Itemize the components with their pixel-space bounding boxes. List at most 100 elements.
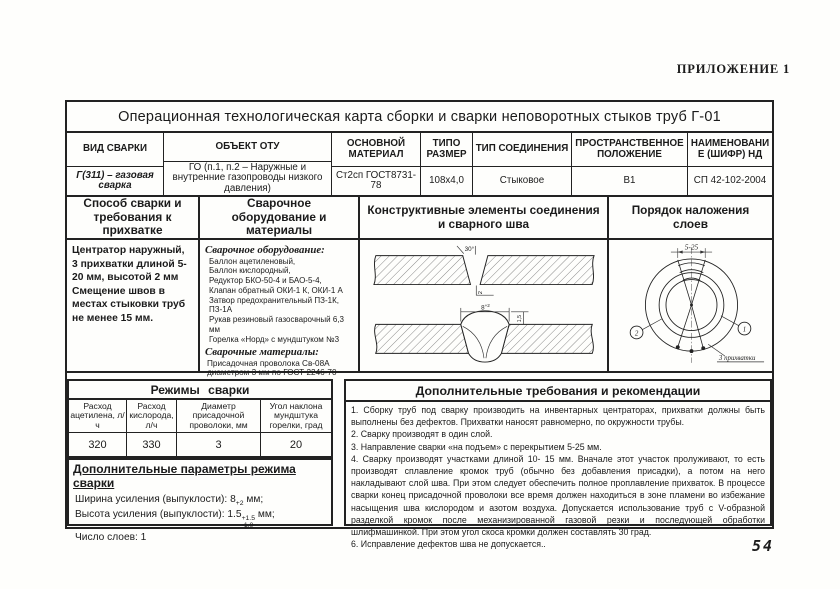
requirement-item: 3. Направление сварки «на подъем» с пере… <box>351 441 602 452</box>
sequence-1-label: 1 <box>742 326 745 333</box>
bead-width-label: 8+2 <box>481 303 490 311</box>
sequence-2-label: 2 <box>634 330 638 337</box>
joint-header: Конструктивные элементы соединения и сва… <box>360 197 607 240</box>
param-tolerance: +1.5 -1.0 <box>241 515 255 529</box>
equipment-list: Сварочное оборудование: Баллон ацетилено… <box>200 240 358 382</box>
equipment-heading: Сварочное оборудование: <box>205 243 325 256</box>
modes-col-header: Расход кислорода, л/ч <box>127 400 176 433</box>
layer-order-diagram: 5-25 1 2 3 прихватки <box>629 243 764 363</box>
col-object: ОБЪЕКТ ОТУ ГО (п.1, п.2 – Наружные и вну… <box>164 133 332 195</box>
col-value: Ст2сп ГОСТ8731-78 <box>335 169 417 191</box>
right-pipe-wall <box>479 254 595 285</box>
col-size: ТИПО РАЗМЕР 108х4,0 <box>421 133 473 195</box>
modes-col-value: 330 <box>142 438 161 451</box>
method-header: Способ сварки и требования к прихватке <box>67 197 198 240</box>
col-header: ОБЪЕКТ ОТУ <box>164 133 331 162</box>
joint-column: Конструктивные элементы соединения и сва… <box>360 197 609 371</box>
modes-col-value: 20 <box>289 438 303 451</box>
modes-col-header: Расход ацетилена, л/ч <box>69 400 126 433</box>
requirement-item: 2. Сварку производят в один слой. <box>351 429 493 440</box>
modes-title: Режимы сварки <box>69 381 331 400</box>
card-title: Операционная технологическая карта сборк… <box>67 102 772 133</box>
modes-col-value: 320 <box>88 438 107 451</box>
tack-dot <box>689 349 693 354</box>
joint-drawings: 30° 2 <box>360 240 607 371</box>
equipment-item: Баллон ацетиленовый, <box>209 256 296 266</box>
col-header: ВИД СВАРКИ <box>67 133 163 167</box>
weld-bead <box>459 310 510 363</box>
requirements-box: Дополнительные требования и рекомендации… <box>344 379 772 549</box>
modes-grid: Расход ацетилена, л/ч 320 Расход кислоро… <box>69 400 331 456</box>
param-unit: мм; <box>243 493 264 505</box>
col-header: ТИПО РАЗМЕР <box>421 133 472 167</box>
modes-col-wire-diameter: Диаметр присадочной проволоки, мм 3 <box>177 400 261 456</box>
bevel-angle-label: 30° <box>464 244 474 252</box>
col-value: СП 42-102-2004 <box>693 174 767 186</box>
root-gap-label: 2 <box>478 291 484 294</box>
param-tolerance: +2 <box>235 499 244 507</box>
col-value: В1 <box>623 174 636 186</box>
col-base-material: ОСНОВНОЙ МАТЕРИАЛ Ст2сп ГОСТ8731-78 <box>332 133 421 195</box>
extra-param-line: Высота усиления (выпуклости): 1.5 +1.5 -1.… <box>69 507 331 529</box>
tacks-label: 3 прихватки <box>717 355 755 362</box>
pipe-outer-circle <box>658 272 724 338</box>
sequence-balloon-2 <box>629 325 643 340</box>
equipment-item: Рукав резиновый газосварочный 6,3 мм <box>209 315 344 335</box>
bottom-section: Режимы сварки Расход ацетилена, л/ч 320 … <box>67 377 772 549</box>
appendix-label: ПРИЛОЖЕНИЕ 1 <box>676 62 790 76</box>
materials-item: Присадочная проволока Св-08А диаметром 3… <box>207 358 337 378</box>
requirements-list: 1. Сборку труб под сварку производить на… <box>346 402 770 550</box>
extra-params-title: Дополнительные параметры режима сварки <box>73 462 296 490</box>
col-joint-type: ТИП СОЕДИНЕНИЯ Стыковое <box>473 133 572 195</box>
bead-height-label: 1,5 <box>517 315 523 322</box>
method-text: Центратор наружный, 3 прихватки длиной 5… <box>72 245 187 324</box>
extra-param-line: Ширина усиления (выпуклости): 8 +2 мм; <box>69 491 331 507</box>
header-table: ВИД СВАРКИ Г(311) – газовая сварка ОБЪЕК… <box>67 133 772 197</box>
equipment-header: Сварочное оборудование и материалы <box>200 196 358 240</box>
col-value: Стыковое <box>499 174 545 186</box>
requirement-item: 6. Исправление дефектов шва не допускает… <box>351 539 546 550</box>
finished-weld-diagram: 8+2 1,5 <box>373 303 594 363</box>
param-text: Высота усиления (выпуклости): 1.5 <box>75 509 242 521</box>
middle-section: Способ сварки и требования к прихватке Ц… <box>67 196 772 377</box>
col-header: ТИП СОЕДИНЕНИЯ <box>473 133 571 167</box>
equipment-item: Клапан обратный ОКИ-1 К, ОКИ-1 А <box>209 285 343 295</box>
modes-col-acetylene: Расход ацетилена, л/ч 320 <box>69 400 127 456</box>
col-header: НАИМЕНОВАНИЕ (ШИФР) НД <box>688 133 772 167</box>
param-text: Число слоев: 1 <box>75 531 147 543</box>
tack-dot <box>675 345 680 350</box>
sequence-balloon-1 <box>737 321 751 336</box>
requirement-item: 1. Сборку труб под сварку производить на… <box>351 405 765 428</box>
equipment-item: Баллон кислородный, <box>209 266 291 276</box>
modes-col-oxygen: Расход кислорода, л/ч 330 <box>127 400 177 456</box>
requirement-item: 4. Сварку производят участками длиной 10… <box>351 453 765 538</box>
equipment-item: Затвор предохранительный ПЗ-1К, ПЗ-1А <box>209 295 339 315</box>
left-pipe-wall <box>373 324 469 355</box>
tack-dot <box>700 346 705 351</box>
materials-heading: Сварочные материалы: <box>205 345 319 358</box>
param-unit: мм; <box>254 509 275 521</box>
layers-column: Порядок наложения слоев <box>609 197 772 371</box>
requirements-title: Дополнительные требования и рекомендации <box>346 381 770 402</box>
page-number: 54 <box>752 537 775 555</box>
layers-drawing: 5-25 1 2 3 прихватки <box>609 240 772 371</box>
pipe-inner-circle <box>665 279 717 331</box>
col-value: ГО (п.1, п.2 – Наружные и внутренние газ… <box>172 161 323 194</box>
col-normative-doc: НАИМЕНОВАНИЕ (ШИФР) НД СП 42-102-2004 <box>688 133 772 195</box>
welding-modes-table: Режимы сварки Расход ацетилена, л/ч 320 … <box>67 379 333 458</box>
extra-params-box: Дополнительные параметры режима сварки Ш… <box>67 458 333 543</box>
extra-param-line: Число слоев: 1 <box>69 529 331 543</box>
process-card-frame: Операционная технологическая карта сборк… <box>65 100 774 549</box>
col-value: Г(311) – газовая сварка <box>76 169 154 191</box>
right-pipe-wall <box>500 324 594 355</box>
col-header: ПРОСТРАНСТВЕННОЕ ПОЛОЖЕНИЕ <box>572 133 687 167</box>
left-pipe-wall <box>372 254 471 285</box>
equipment-column: Сварочное оборудование и материалы Сваро… <box>200 196 360 377</box>
modes-col-value: 3 <box>215 438 222 451</box>
groove-prep-diagram: 30° 2 <box>372 244 595 296</box>
col-value: 108х4,0 <box>429 174 464 186</box>
method-column: Способ сварки и требования к прихватке Ц… <box>67 197 200 371</box>
param-text: Ширина усиления (выпуклости): 8 <box>75 493 236 505</box>
equipment-item: Горелка «Норд» с мундштуком №3 <box>209 334 340 344</box>
